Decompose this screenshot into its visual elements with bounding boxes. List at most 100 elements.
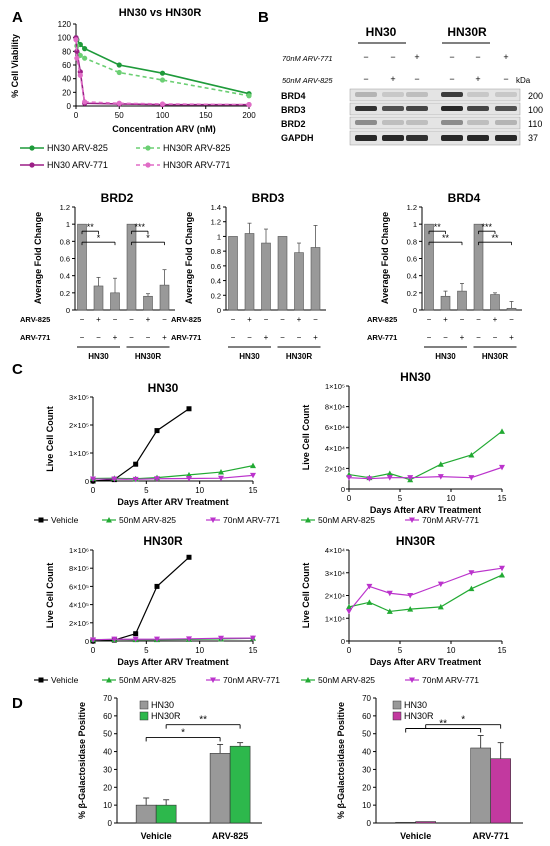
sign-825: −: [363, 74, 368, 84]
y-tick-label: 0.2: [407, 289, 417, 298]
y-tick-label: 20: [362, 783, 371, 792]
sign-771: −: [390, 52, 395, 62]
bar: [143, 295, 153, 311]
data-point: [499, 464, 505, 471]
sign-825: −: [427, 315, 432, 324]
y-tick-label: 0: [413, 306, 417, 315]
y-tick-label: 40: [362, 748, 371, 757]
blot-band: [406, 106, 428, 111]
y-tick-label: 4×10⁴: [325, 444, 345, 453]
legend-marker: [38, 517, 44, 523]
sig-label: **: [199, 715, 207, 726]
band-label: BRD2: [281, 119, 306, 129]
data-point: [159, 101, 166, 107]
y-tick-label: 1: [66, 220, 70, 229]
legend-label: 50nM ARV-825: [318, 675, 375, 685]
data-point: [386, 608, 393, 614]
data-point: [186, 636, 192, 642]
sign-771: −: [449, 52, 454, 62]
bar: [457, 290, 467, 311]
y-tick-label: 0: [85, 477, 89, 486]
treatment-label-771: 70nM ARV-771: [282, 54, 333, 63]
blot-band: [355, 135, 377, 141]
bar: [506, 307, 517, 311]
y-tick-label: 0.6: [211, 262, 221, 271]
legend-marker: [145, 162, 151, 168]
legend-marker: [29, 162, 35, 168]
x-tick-label: 50: [115, 111, 124, 120]
panel-letter-D: D: [12, 695, 23, 712]
y-tick-label: 30: [362, 765, 371, 774]
data-point: [407, 606, 414, 612]
data-point: [437, 461, 444, 467]
data-point: [246, 102, 252, 108]
legend-swatch: [392, 700, 402, 710]
bar: [310, 247, 321, 311]
blot-band: [441, 106, 463, 111]
sign-825: −: [280, 315, 285, 324]
y-tick-label: 0.4: [60, 272, 70, 281]
blot-band: [441, 120, 463, 125]
legend-marker: [106, 517, 112, 523]
data-point: [218, 635, 224, 642]
y-axis-label: % β-Galactosidase Positive: [336, 702, 346, 819]
data-point: [437, 581, 444, 588]
data-point: [499, 565, 505, 572]
y-tick-label: 1×10⁵: [69, 449, 89, 458]
y-tick-label: 1×10⁴: [325, 614, 345, 623]
data-point: [82, 99, 88, 105]
y-tick-label: 4×10⁴: [325, 546, 345, 555]
y-tick-label: 40: [103, 748, 112, 757]
y-tick-label: 60: [103, 712, 112, 721]
sign-771: +: [503, 52, 508, 62]
panel-letter-C: C: [12, 361, 23, 378]
chart-title: HN30: [148, 381, 179, 395]
chart-title: HN30: [400, 370, 431, 384]
sign-771: −: [427, 333, 432, 342]
data-point: [250, 462, 256, 469]
data-point: [154, 476, 160, 482]
sig-label: **: [442, 233, 450, 243]
blot-band: [406, 92, 428, 97]
bar: [415, 821, 436, 824]
sign-825: +: [96, 315, 101, 324]
blot-group-hn30: HN30: [366, 25, 397, 39]
y-tick-label: 3×10⁵: [69, 393, 89, 402]
chart-title: HN30R: [143, 534, 183, 548]
y-tick-label: 120: [58, 20, 72, 29]
legend-label: 70nM ARV-771: [223, 675, 280, 685]
legend-marker: [409, 517, 415, 523]
data-point: [133, 631, 139, 637]
sign-771: −: [363, 52, 368, 62]
y-axis-label: Live Cell Count: [301, 563, 311, 629]
y-tick-label: 1.4: [211, 203, 221, 212]
band-label: GAPDH: [281, 133, 314, 143]
legend-marker: [210, 677, 216, 683]
sig-label: *: [146, 233, 150, 243]
band-kda: 200: [528, 91, 543, 101]
data-point: [437, 474, 444, 480]
y-tick-label: 1.2: [407, 203, 417, 212]
data-point: [116, 69, 122, 76]
blot-band: [355, 92, 377, 97]
data-point: [74, 55, 80, 61]
sign-825: +: [475, 74, 480, 84]
treatment-label: ARV-825: [20, 315, 50, 324]
data-point: [90, 637, 96, 643]
legend-marker: [38, 677, 44, 683]
y-tick-label: 6×10⁵: [69, 582, 89, 591]
group-label: HN30: [239, 352, 260, 361]
blot-band: [382, 92, 404, 97]
y-tick-label: 10: [103, 801, 112, 810]
x-tick-label: 0: [74, 111, 79, 120]
legend-marker: [305, 517, 311, 523]
y-tick-label: 40: [62, 75, 71, 84]
y-tick-label: 0.8: [60, 237, 70, 246]
data-point: [111, 476, 118, 483]
y-tick-label: 50: [103, 730, 112, 739]
x-tick-label: 15: [249, 486, 258, 495]
bar: [228, 236, 238, 311]
x-tick-label: 150: [199, 111, 213, 120]
sign-825: −: [449, 74, 454, 84]
